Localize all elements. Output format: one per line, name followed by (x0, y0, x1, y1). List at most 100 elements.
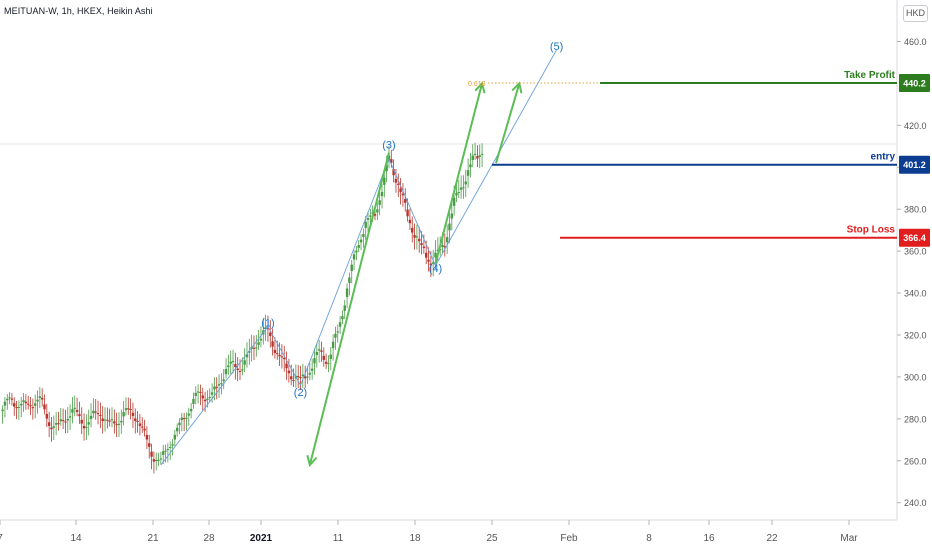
candle-body (29, 405, 32, 407)
arrow-shaft (495, 83, 521, 164)
candle-body (127, 408, 130, 410)
candle-body (292, 380, 295, 382)
candle-body (10, 398, 14, 400)
candle-body (283, 357, 286, 360)
candle-body (101, 418, 104, 422)
candle-body (352, 254, 356, 260)
candle-body (469, 164, 472, 168)
level-price-label: 366.4 (903, 233, 926, 243)
candle-body (420, 243, 423, 246)
candle-body (120, 420, 123, 423)
candle-body (171, 444, 174, 446)
candle-body (441, 245, 444, 248)
candle-body (73, 407, 76, 409)
candle-body (450, 213, 454, 219)
candle-body (157, 459, 160, 461)
wave-label: (3) (382, 139, 395, 151)
candle-body (117, 423, 121, 425)
wave-line (388, 158, 436, 266)
candle-body (394, 178, 398, 183)
candle-body (99, 414, 102, 416)
candle-body (376, 209, 379, 213)
candle-body (194, 392, 197, 396)
candle-body (383, 177, 386, 185)
candle-body (296, 376, 300, 378)
candle-body (124, 408, 128, 411)
candle-body (327, 363, 330, 365)
candle-body (36, 399, 39, 402)
candle-body (199, 392, 202, 394)
candle-body (215, 386, 218, 388)
candle-body (445, 237, 449, 243)
candle-body (359, 239, 363, 243)
candle-body (129, 408, 132, 410)
candle-body (236, 368, 239, 371)
level-price-box (899, 155, 930, 174)
candle-body (269, 332, 272, 337)
candle-body (252, 347, 256, 349)
candle-body (348, 277, 351, 283)
x-tick-label: 11 (333, 533, 344, 544)
candle-body (166, 449, 170, 451)
x-tick-label: 14 (70, 533, 82, 544)
arrow-shaft (308, 152, 390, 466)
level-name: entry (871, 152, 896, 163)
candle-body (227, 365, 230, 368)
candle-body (343, 305, 346, 311)
candle-body (380, 191, 384, 197)
y-tick-label: 380.0 (904, 205, 927, 215)
candle-body (287, 370, 291, 374)
candle-body (224, 368, 228, 375)
candle-body (362, 234, 365, 237)
y-tick-label: 240.0 (904, 498, 927, 508)
candle-body (401, 193, 405, 196)
candle-body (122, 412, 125, 417)
currency-badge[interactable]: HKD (903, 5, 928, 22)
candle-body (80, 419, 83, 424)
x-tick-label: 18 (409, 533, 421, 544)
wave-line (267, 326, 301, 386)
y-tick-label: 280.0 (904, 414, 927, 424)
candle-body (96, 413, 100, 415)
candle-body (75, 409, 79, 413)
candle-body (1, 409, 4, 412)
candle-body (155, 460, 158, 462)
level-name: Take Profit (844, 70, 896, 81)
candle-body (385, 164, 388, 172)
candle-body (57, 423, 60, 425)
candle-body (478, 155, 481, 157)
candle-body (431, 262, 435, 264)
candle-body (20, 403, 23, 406)
candle-body (152, 459, 156, 462)
candle-body (369, 215, 372, 217)
candle-body (178, 422, 181, 426)
candle-body (466, 170, 470, 176)
level-price-box (899, 228, 930, 247)
level-price-box (899, 73, 930, 92)
candle-body (331, 341, 335, 349)
candle-body (159, 458, 163, 460)
candle-body (108, 420, 111, 422)
candle-body (220, 383, 223, 385)
candle-body (399, 188, 402, 192)
candle-body (138, 423, 142, 426)
candle-body (264, 327, 267, 329)
candle-body (148, 443, 151, 447)
candle-body (17, 406, 21, 408)
candle-body (185, 417, 188, 419)
candle-body (257, 342, 260, 345)
level-name: Stop Loss (847, 225, 896, 236)
candle-body (38, 396, 42, 398)
candle-body (273, 349, 277, 354)
candle-body (113, 421, 116, 424)
arrow-head (474, 81, 486, 94)
level-price-label: 401.2 (903, 160, 926, 170)
candle-body (315, 352, 319, 356)
candle-body (131, 412, 135, 416)
candle-body (136, 420, 139, 422)
fib-label: 0.618 (468, 81, 486, 88)
candle-body (168, 446, 172, 449)
candle-body (31, 407, 35, 409)
candle-body (448, 223, 451, 231)
